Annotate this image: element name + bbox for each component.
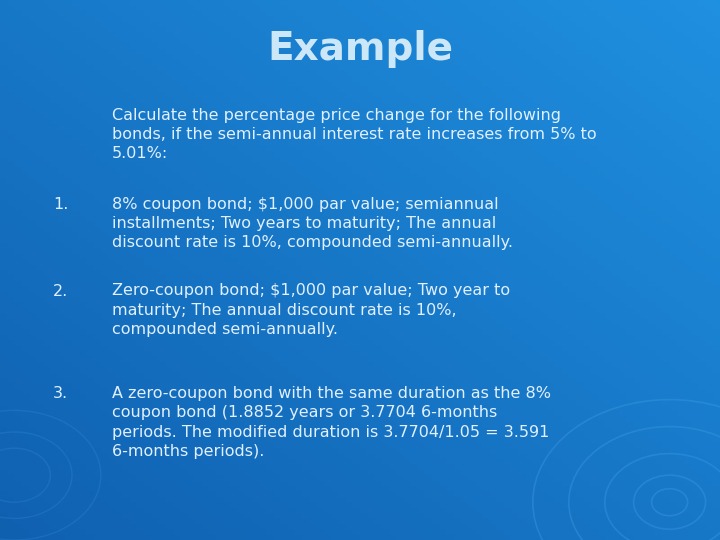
Text: A zero-coupon bond with the same duration as the 8%
coupon bond (1.8852 years or: A zero-coupon bond with the same duratio… (112, 386, 551, 458)
Text: 2.: 2. (53, 284, 68, 299)
Text: Calculate the percentage price change for the following
bonds, if the semi-annua: Calculate the percentage price change fo… (112, 108, 596, 161)
Text: 3.: 3. (53, 386, 68, 401)
Text: 8% coupon bond; $1,000 par value; semiannual
installments; Two years to maturity: 8% coupon bond; $1,000 par value; semian… (112, 197, 513, 251)
Text: Example: Example (267, 30, 453, 68)
Text: Zero-coupon bond; $1,000 par value; Two year to
maturity; The annual discount ra: Zero-coupon bond; $1,000 par value; Two … (112, 284, 510, 337)
Text: 1.: 1. (53, 197, 68, 212)
